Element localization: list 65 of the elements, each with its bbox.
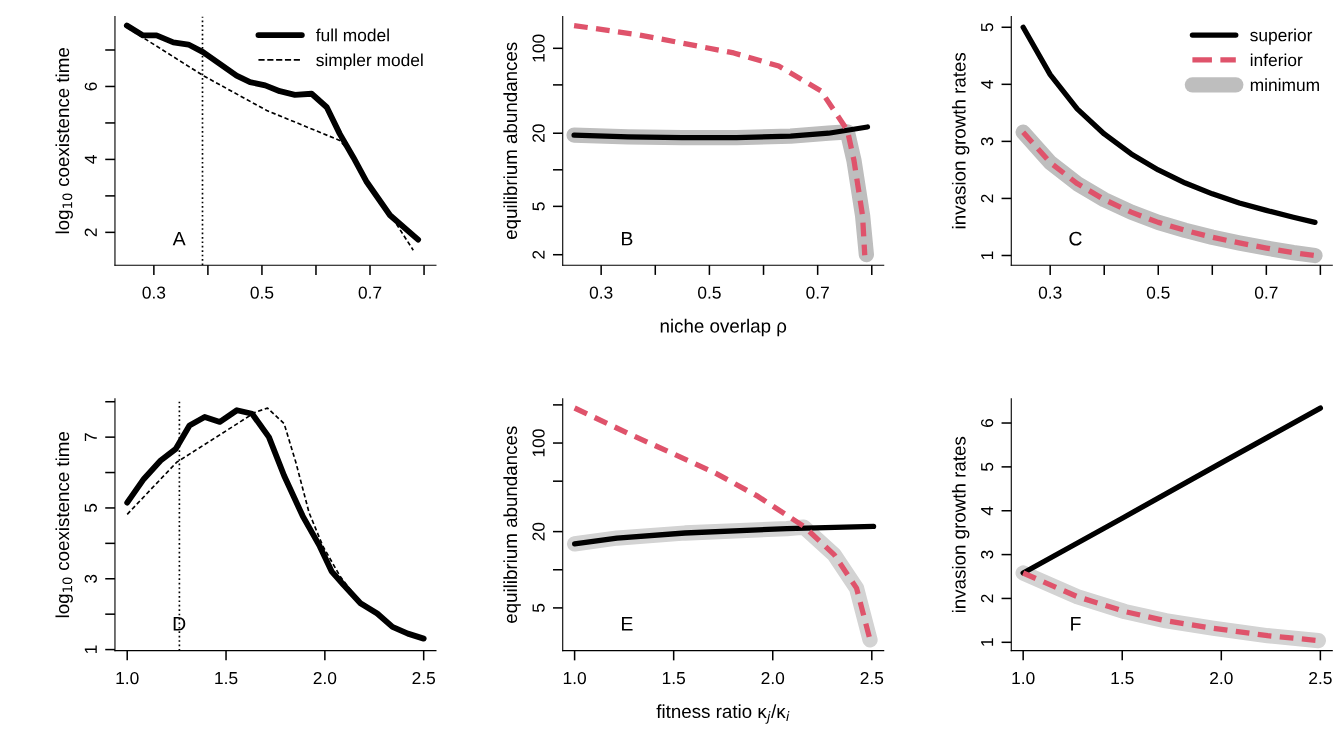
y-tick-label: 2 [84,228,97,237]
y-tick-label: 5 [981,462,994,472]
y-tick-label: 5 [532,603,545,613]
annotation: C [1069,231,1082,246]
annotation: D [173,617,186,631]
y-tick-label: 3 [84,574,97,583]
x-tick-label: 0.7 [358,286,382,299]
annotation: A [172,231,186,246]
x-axis-title: fitness ratio κ$_{j}$/κ$_{i}$ [656,704,790,724]
x-axis-title: niche overlap ρ [660,318,787,337]
y-axis-title: invasion growth rates [951,52,970,229]
x-tick-label: 2.5 [860,671,884,685]
y-tick-label: 3 [980,137,994,146]
x-tick-label: 2.0 [313,671,337,685]
annotation: B [622,231,633,246]
y-tick-label: 6 [84,82,97,91]
y-tick-label: 100 [532,429,545,457]
legend-label: simpler model [316,53,423,70]
x-tick-label: 0.5 [250,286,274,299]
y-axis-title: log$_{10}$ coexistence time [55,431,73,618]
y-tick-label: 20 [532,522,545,541]
y-tick-label: 4 [84,155,97,164]
y-tick-label: 3 [980,550,994,559]
x-tick-label: 0.3 [1038,286,1062,299]
y-axis-title: log$_{10}$ coexistence time [55,48,73,234]
legend-label: full model [315,28,389,42]
x-tick-label: 0.5 [698,286,721,299]
y-axis-title: invasion growth rates [951,436,970,613]
x-tick-label: 1.0 [116,671,139,685]
y-axis-title: equilibrium abundances [503,42,521,240]
x-tick-label: 1.5 [662,672,686,685]
y-tick-label: 7 [84,433,97,442]
legend-label: inferior [1250,53,1303,67]
x-tick-label: 0.3 [589,286,613,299]
x-tick-label: 1.0 [563,671,586,685]
legend-label: superior [1250,28,1313,45]
x-tick-label: 2.5 [1309,671,1332,685]
y-tick-label: 1 [84,645,97,654]
x-tick-label: 2.0 [761,671,785,685]
x-tick-label: 0.5 [1146,286,1170,299]
y-tick-label: 2 [980,594,994,603]
y-tick-label: 20 [532,124,545,143]
y-tick-label: 4 [981,506,994,516]
y-axis-title: equilibrium abundances [503,426,521,623]
annotation: F [1071,617,1081,631]
y-tick-label: 2 [980,194,994,203]
legend-label: minimum [1250,78,1319,92]
x-tick-label: 1.0 [1012,671,1035,685]
y-tick-label: 100 [532,34,545,62]
x-tick-label: 0.7 [806,286,829,299]
y-tick-label: 2 [532,250,545,259]
x-tick-label: 1.5 [1111,672,1134,685]
x-tick-label: 0.7 [1254,286,1278,299]
y-tick-label: 5 [981,23,994,32]
y-tick-label: 6 [980,418,994,427]
x-tick-label: 2.0 [1210,671,1233,685]
x-tick-label: 2.5 [412,671,436,685]
x-tick-label: 0.3 [142,286,166,299]
y-tick-label: 1 [981,638,994,646]
x-tick-label: 1.5 [215,672,238,685]
y-tick-label: 5 [84,503,97,513]
annotation: E [622,617,633,631]
y-tick-label: 4 [981,80,994,89]
y-tick-label: 1 [981,251,994,259]
y-tick-label: 5 [532,202,545,211]
